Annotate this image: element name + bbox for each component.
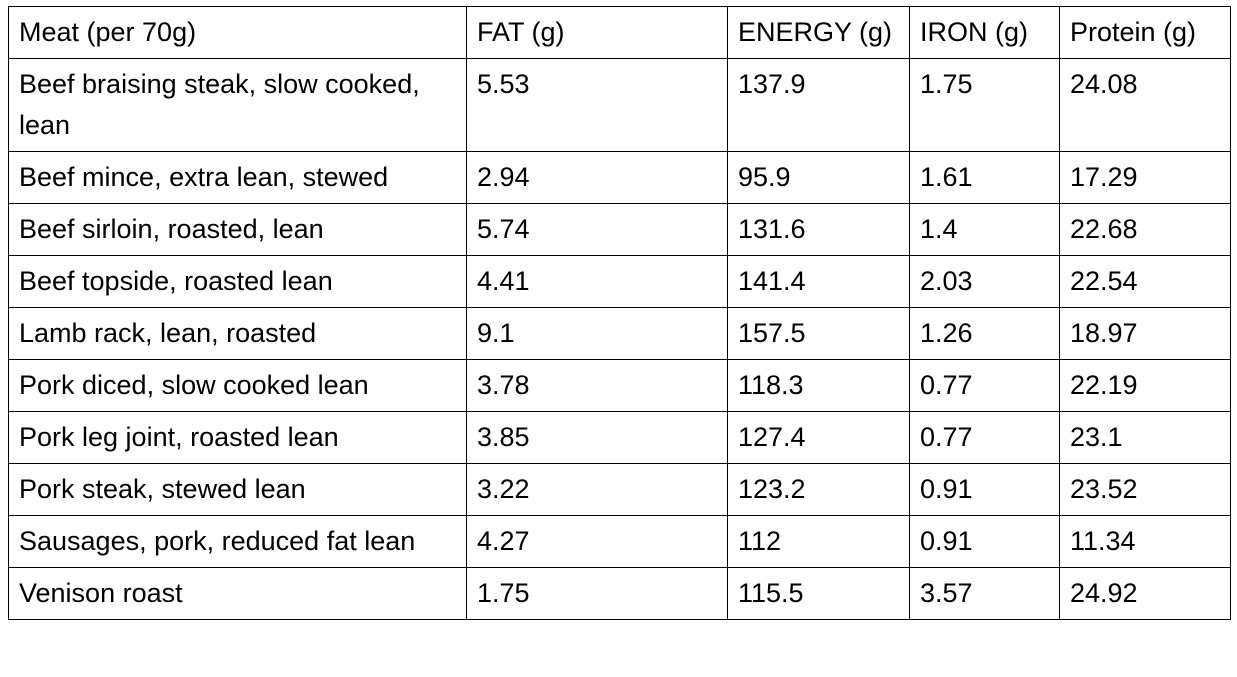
cell-energy: 115.5: [727, 567, 910, 620]
header-iron: IRON (g): [909, 6, 1060, 59]
cell-energy: 95.9: [727, 151, 910, 204]
table-row: Beef mince, extra lean, stewed 2.94 95.9…: [8, 151, 1231, 204]
cell-energy: 141.4: [727, 255, 910, 308]
cell-protein: 18.97: [1059, 307, 1231, 360]
table-row: Lamb rack, lean, roasted 9.1 157.5 1.26 …: [8, 307, 1231, 360]
table-row: Pork leg joint, roasted lean 3.85 127.4 …: [8, 411, 1231, 464]
cell-energy: 123.2: [727, 463, 910, 516]
header-meat: Meat (per 70g): [8, 6, 467, 59]
cell-fat: 3.85: [466, 411, 728, 464]
cell-iron: 0.91: [909, 515, 1060, 568]
cell-meat: Pork leg joint, roasted lean: [8, 411, 467, 464]
cell-meat: Beef sirloin, roasted, lean: [8, 203, 467, 256]
table-row: Beef braising steak, slow cooked, lean 5…: [8, 58, 1231, 152]
cell-meat: Lamb rack, lean, roasted: [8, 307, 467, 360]
cell-fat: 3.22: [466, 463, 728, 516]
cell-fat: 3.78: [466, 359, 728, 412]
cell-meat: Sausages, pork, reduced fat lean: [8, 515, 467, 568]
cell-protein: 23.52: [1059, 463, 1231, 516]
table-row: Pork steak, stewed lean 3.22 123.2 0.91 …: [8, 463, 1231, 516]
table-row: Pork diced, slow cooked lean 3.78 118.3 …: [8, 359, 1231, 412]
cell-iron: 3.57: [909, 567, 1060, 620]
cell-fat: 5.53: [466, 58, 728, 152]
header-fat: FAT (g): [466, 6, 728, 59]
cell-fat: 2.94: [466, 151, 728, 204]
cell-meat: Pork diced, slow cooked lean: [8, 359, 467, 412]
cell-protein: 11.34: [1059, 515, 1231, 568]
cell-energy: 112: [727, 515, 910, 568]
table-header-row: Meat (per 70g) FAT (g) ENERGY (g) IRON (…: [8, 6, 1231, 59]
cell-meat: Beef mince, extra lean, stewed: [8, 151, 467, 204]
cell-iron: 1.61: [909, 151, 1060, 204]
cell-protein: 22.19: [1059, 359, 1231, 412]
cell-iron: 0.77: [909, 411, 1060, 464]
header-energy: ENERGY (g): [727, 6, 910, 59]
cell-iron: 1.75: [909, 58, 1060, 152]
cell-fat: 9.1: [466, 307, 728, 360]
cell-protein: 24.08: [1059, 58, 1231, 152]
cell-energy: 131.6: [727, 203, 910, 256]
table-row: Sausages, pork, reduced fat lean 4.27 11…: [8, 515, 1231, 568]
cell-protein: 24.92: [1059, 567, 1231, 620]
cell-meat: Beef topside, roasted lean: [8, 255, 467, 308]
cell-iron: 1.26: [909, 307, 1060, 360]
cell-protein: 22.54: [1059, 255, 1231, 308]
header-protein: Protein (g): [1059, 6, 1231, 59]
cell-protein: 23.1: [1059, 411, 1231, 464]
cell-meat: Venison roast: [8, 567, 467, 620]
cell-iron: 1.4: [909, 203, 1060, 256]
table-row: Venison roast 1.75 115.5 3.57 24.92: [8, 567, 1231, 620]
cell-fat: 5.74: [466, 203, 728, 256]
cell-protein: 22.68: [1059, 203, 1231, 256]
cell-iron: 2.03: [909, 255, 1060, 308]
cell-fat: 1.75: [466, 567, 728, 620]
cell-energy: 137.9: [727, 58, 910, 152]
cell-meat: Pork steak, stewed lean: [8, 463, 467, 516]
cell-fat: 4.27: [466, 515, 728, 568]
cell-iron: 0.77: [909, 359, 1060, 412]
cell-energy: 118.3: [727, 359, 910, 412]
cell-fat: 4.41: [466, 255, 728, 308]
cell-iron: 0.91: [909, 463, 1060, 516]
table-row: Beef sirloin, roasted, lean 5.74 131.6 1…: [8, 203, 1231, 256]
table-row: Beef topside, roasted lean 4.41 141.4 2.…: [8, 255, 1231, 308]
cell-energy: 127.4: [727, 411, 910, 464]
cell-energy: 157.5: [727, 307, 910, 360]
cell-protein: 17.29: [1059, 151, 1231, 204]
nutrition-table: Meat (per 70g) FAT (g) ENERGY (g) IRON (…: [8, 6, 1231, 620]
cell-meat: Beef braising steak, slow cooked, lean: [8, 58, 467, 152]
